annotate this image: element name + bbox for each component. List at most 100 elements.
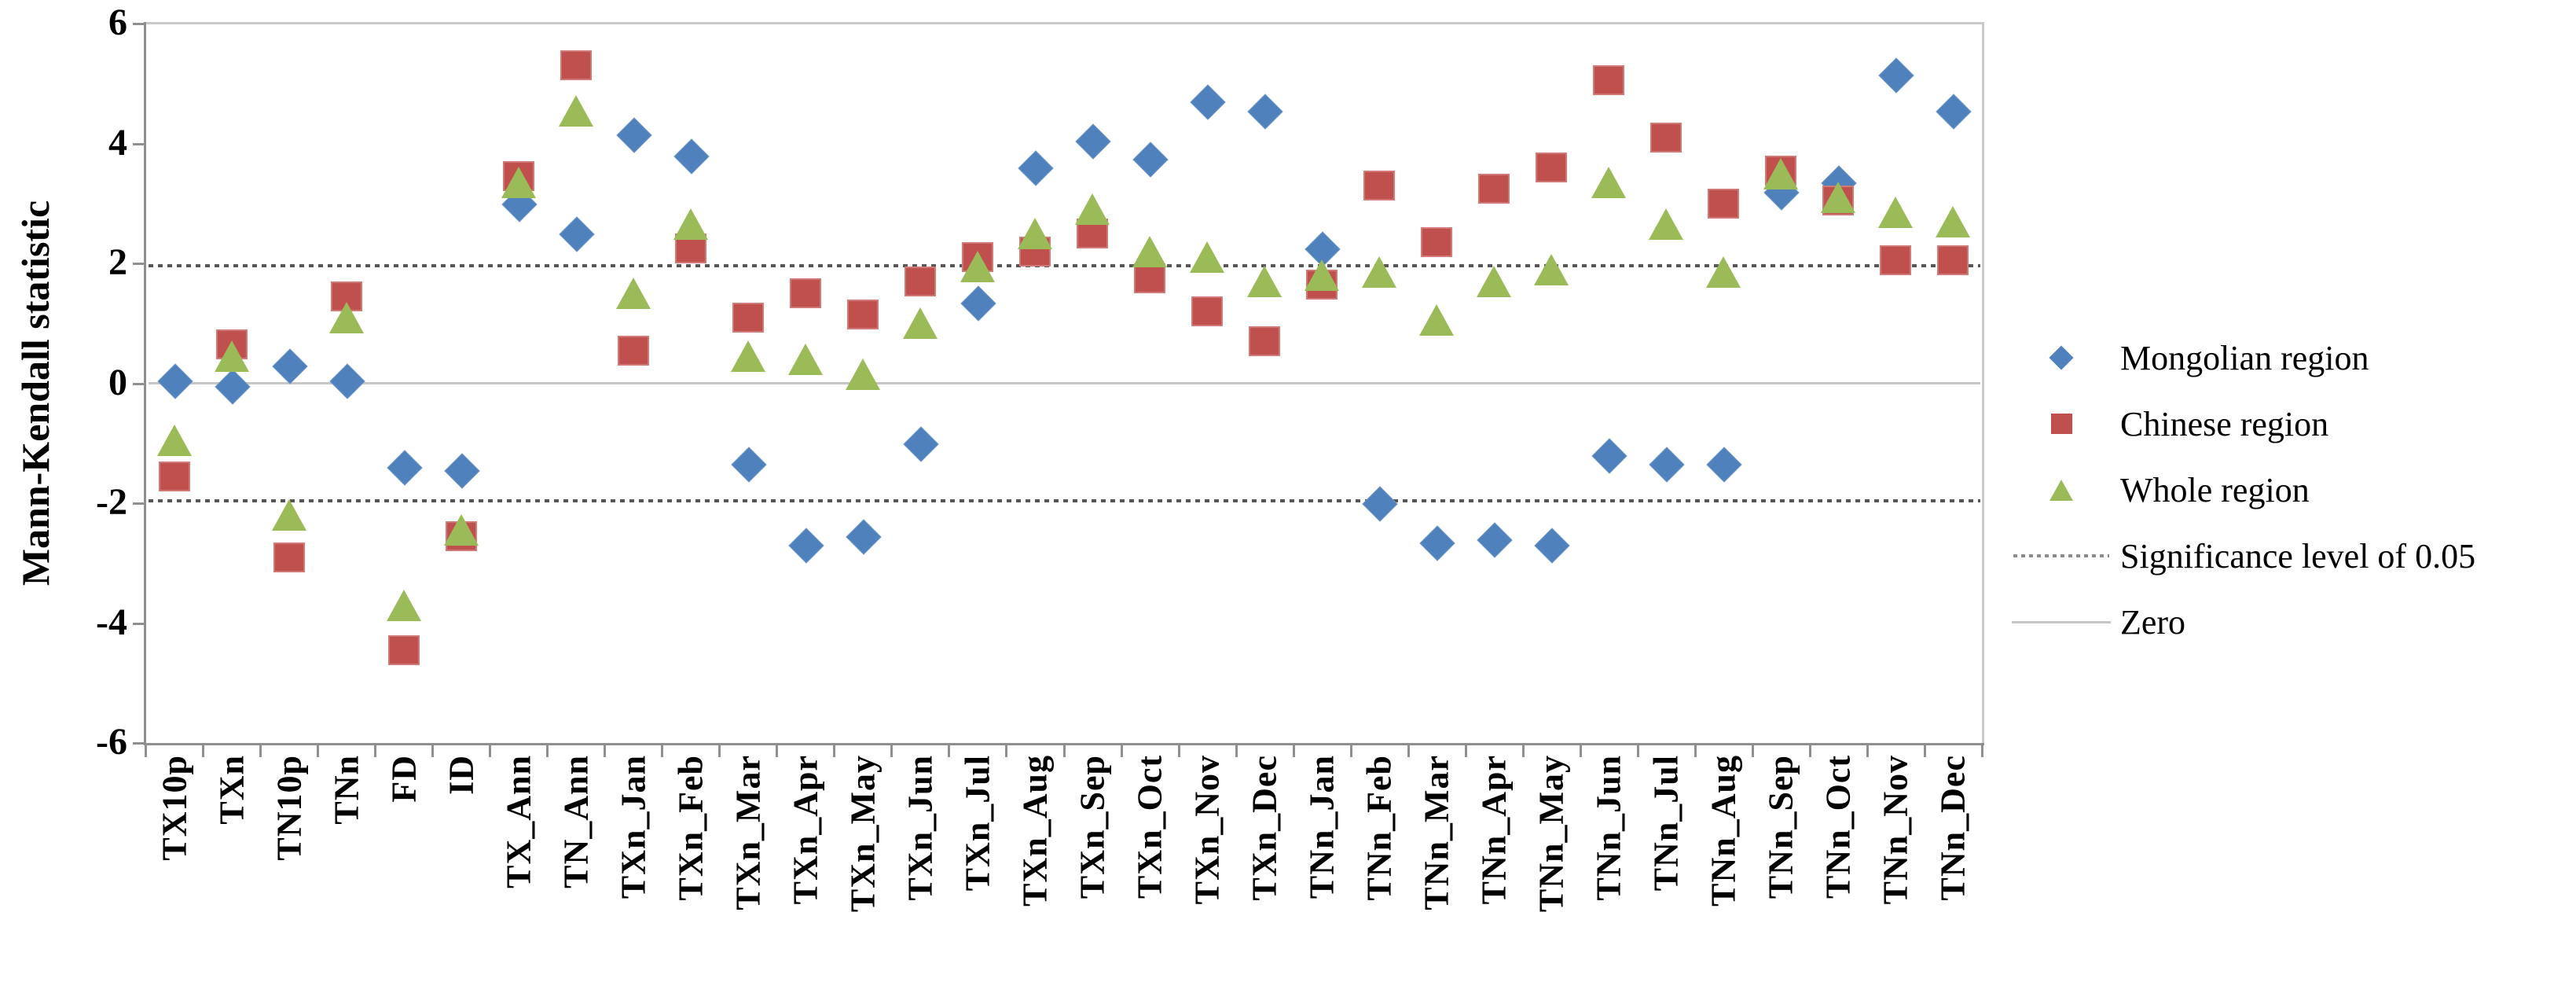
marker-diamond <box>1534 528 1570 565</box>
plot-border-right <box>1982 22 1984 745</box>
marker-diamond <box>1075 123 1111 160</box>
zero-line <box>149 381 1980 384</box>
x-tick-label: TN_Ann <box>556 755 596 888</box>
marker-triangle <box>1362 256 1397 289</box>
y-axis-line <box>144 22 146 745</box>
marker-diamond <box>673 138 710 175</box>
x-tick <box>833 745 836 757</box>
x-tick-label: TX_Ann <box>499 755 538 888</box>
x-tick <box>374 745 377 757</box>
y-tick <box>133 263 145 265</box>
x-tick <box>546 745 549 757</box>
marker-square <box>560 50 592 81</box>
marker-triangle <box>501 167 536 199</box>
x-tick <box>489 745 492 757</box>
marker-diamond <box>559 216 595 252</box>
x-tick-label: TNn_Nov <box>1876 755 1915 905</box>
marker-diamond <box>960 285 996 322</box>
marker-diamond <box>788 528 824 565</box>
x-tick-label: TXn_Nov <box>1187 755 1227 905</box>
marker-square <box>273 542 305 572</box>
x-tick-label: FD <box>384 755 424 803</box>
marker-triangle <box>730 340 765 373</box>
x-tick-label: TNn_Dec <box>1933 755 1972 901</box>
x-tick <box>1120 745 1123 757</box>
x-tick-label: TN10p <box>270 755 309 861</box>
legend-swatch <box>2002 414 2120 434</box>
y-tick <box>133 622 145 625</box>
legend-label: Whole region <box>2120 470 2310 509</box>
x-tick <box>604 745 607 757</box>
x-tick <box>1235 745 1238 757</box>
x-tick <box>1808 745 1811 757</box>
legend-swatch <box>2002 345 2120 370</box>
x-tick-label: TNn_Jul <box>1646 755 1686 892</box>
x-tick-label: TXn_Jul <box>958 755 997 892</box>
marker-square <box>1880 245 1912 276</box>
marker-diamond <box>1477 522 1513 558</box>
x-tick <box>431 745 435 757</box>
x-tick <box>661 745 664 757</box>
marker-triangle <box>328 301 364 333</box>
x-tick-label: TNn_Jun <box>1589 755 1628 901</box>
x-tick <box>1177 745 1180 757</box>
x-tick-label: TXn_Oct <box>1130 755 1169 899</box>
marker-diamond <box>1649 447 1685 484</box>
y-tick-label: 2 <box>108 241 127 284</box>
marker-triangle <box>214 340 249 373</box>
legend-item: Zero <box>2002 589 2568 655</box>
marker-square <box>732 302 764 333</box>
marker-triangle <box>615 278 651 310</box>
marker-triangle <box>1534 253 1569 285</box>
y-tick <box>133 502 145 505</box>
x-tick-label: TNn_Jan <box>1302 755 1341 899</box>
x-tick-label: TXn_Aug <box>1015 755 1055 907</box>
x-tick <box>1005 745 1008 757</box>
marker-triangle <box>443 514 479 546</box>
marker-diamond <box>1936 93 1972 130</box>
x-tick <box>1636 745 1639 757</box>
x-tick <box>1923 745 1926 757</box>
marker-square <box>1191 296 1224 326</box>
marker-diamond <box>1018 150 1054 186</box>
x-tick <box>1349 745 1352 757</box>
x-tick <box>1866 745 1869 757</box>
marker-diamond <box>1132 141 1169 178</box>
marker-triangle <box>271 499 306 531</box>
legend-swatch <box>2002 554 2120 557</box>
y-tick <box>133 23 145 25</box>
legend-solid-icon <box>2012 620 2111 623</box>
x-tick <box>1579 745 1582 757</box>
marker-square <box>1249 326 1281 357</box>
marker-diamond <box>903 426 939 462</box>
x-tick <box>948 745 951 757</box>
x-tick-label: TNn_May <box>1532 755 1571 913</box>
marker-triangle <box>1075 193 1110 226</box>
marker-triangle <box>1477 265 1512 297</box>
x-tick-label: TNn_Aug <box>1704 755 1743 907</box>
marker-triangle <box>1305 259 1340 292</box>
legend-swatch <box>2002 620 2120 623</box>
x-tick-label: TXn_Apr <box>786 755 825 905</box>
marker-triangle <box>1649 208 1684 241</box>
marker-triangle <box>1247 265 1282 297</box>
marker-triangle <box>1190 241 1225 274</box>
x-tick-label: TXn_Dec <box>1245 755 1284 901</box>
y-tick-label: 4 <box>108 121 127 164</box>
marker-triangle <box>673 208 708 241</box>
x-tick <box>718 745 721 757</box>
x-tick-label: TXn_Jan <box>614 755 653 899</box>
marker-triangle <box>1936 205 1971 237</box>
marker-diamond <box>1706 447 1742 484</box>
x-tick-label: TXn_Sep <box>1073 755 1112 899</box>
y-tick <box>133 142 145 145</box>
x-tick-label: TXn_May <box>843 755 883 913</box>
marker-triangle <box>1821 182 1856 214</box>
x-tick <box>890 745 894 757</box>
marker-square <box>387 634 420 665</box>
marker-square <box>617 335 649 366</box>
x-tick <box>1693 745 1697 757</box>
legend-diamond-icon <box>2049 345 2074 370</box>
x-tick <box>1407 745 1410 757</box>
marker-square <box>1478 173 1510 204</box>
